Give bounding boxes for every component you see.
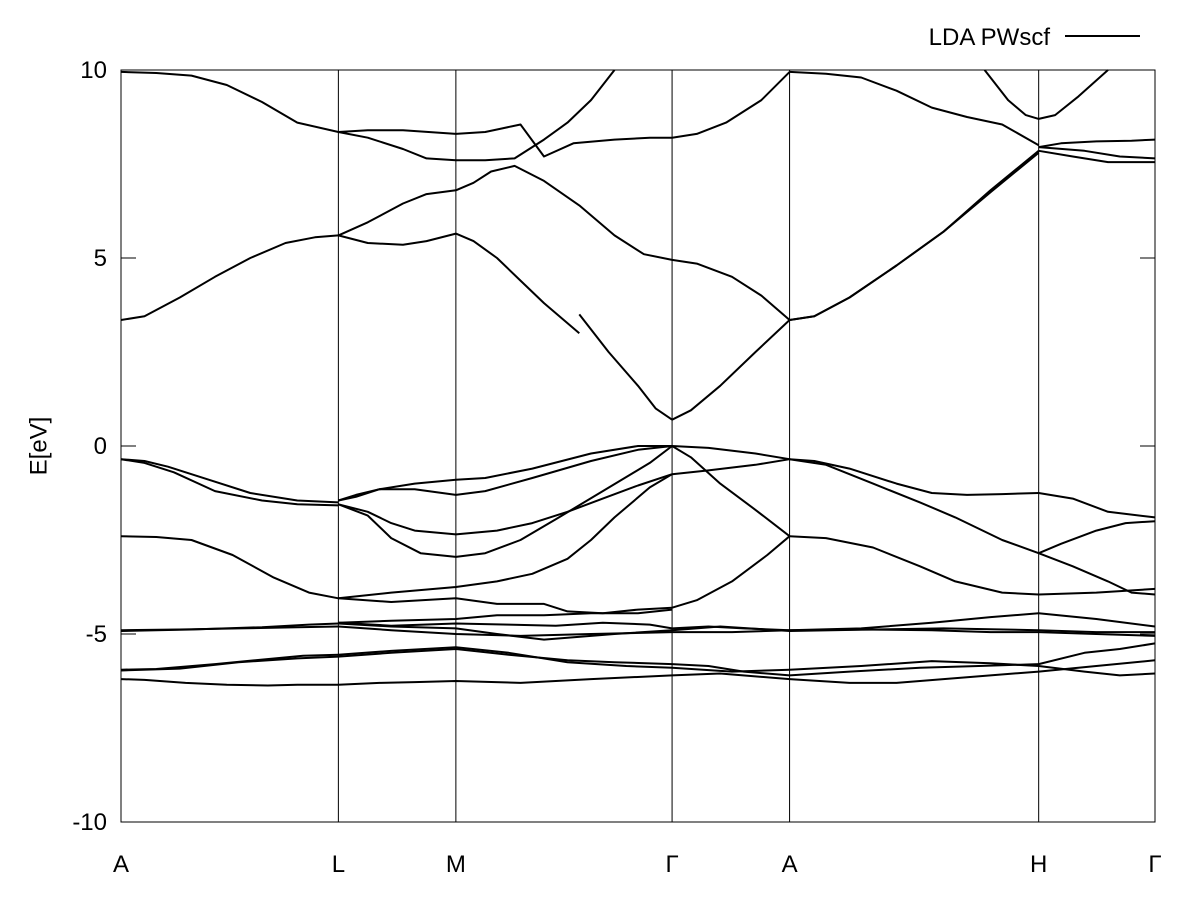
band-line: [672, 672, 790, 681]
band-line: [338, 646, 673, 669]
band-line: [1038, 612, 1156, 628]
x-tick-label: Γ: [665, 851, 678, 878]
x-tick-label: A: [113, 851, 129, 878]
band-line: [338, 621, 673, 630]
band-line: [789, 663, 1039, 677]
band-line: [338, 648, 673, 666]
band-line: [1038, 146, 1156, 160]
band-line: [1038, 492, 1156, 519]
x-tick-label: Γ: [1148, 851, 1161, 878]
band-line: [120, 458, 339, 504]
band-line: [1038, 665, 1156, 677]
band-line: [338, 123, 673, 158]
band-line: [455, 232, 580, 334]
y-axis-label: E[eV]: [25, 417, 52, 476]
band-line: [789, 151, 1040, 321]
band-line: [672, 629, 790, 634]
y-tick-label: 0: [94, 433, 107, 460]
legend-label: LDA PWscf: [929, 24, 1051, 51]
band-line: [578, 313, 673, 421]
band-line: [983, 69, 1109, 120]
axes-layer: [120, 69, 1156, 823]
band-line: [789, 150, 1040, 321]
band-line: [1038, 659, 1156, 673]
band-line: [338, 674, 673, 686]
band-line: [1038, 552, 1156, 596]
x-tick-label: M: [446, 851, 466, 878]
band-line: [120, 655, 339, 672]
band-line: [338, 473, 673, 536]
band-line: [120, 70, 339, 133]
y-tick-label: 10: [80, 57, 107, 84]
legend: LDA PWscf: [929, 24, 1140, 51]
band-line: [789, 458, 1040, 555]
band-line: [789, 612, 1039, 632]
band-line: [120, 535, 339, 600]
band-line: [671, 535, 791, 609]
band-line: [672, 666, 790, 673]
band-line: [338, 69, 616, 162]
band-line: [672, 663, 790, 677]
band-line: [671, 458, 790, 476]
band-line: [338, 473, 673, 600]
band-line: [789, 535, 1039, 596]
band-line: [338, 608, 673, 624]
band-line: [1038, 642, 1156, 666]
band-line: [1038, 587, 1156, 596]
y-tick-label: -10: [72, 809, 107, 836]
band-line: [1038, 149, 1155, 164]
band-line: [1038, 631, 1156, 637]
band-line: [789, 70, 1040, 147]
band-line: [789, 670, 1039, 684]
labels-layer: A L M Γ A H Γ -10 -5 0 5 10: [72, 57, 1161, 878]
band-line: [338, 445, 673, 502]
x-tick-label: H: [1030, 851, 1047, 878]
band-line: [671, 258, 791, 321]
x-tick-label: L: [332, 851, 345, 878]
band-line: [671, 319, 791, 421]
band-line: [1038, 629, 1155, 634]
band-line: [338, 232, 457, 246]
band-line: [1038, 520, 1156, 555]
band-line: [120, 234, 339, 321]
band-line: [337, 164, 673, 261]
band-line: [120, 622, 339, 632]
y-tick-label: -5: [86, 621, 107, 648]
y-tick-label: 5: [94, 245, 107, 272]
x-tick-label: A: [782, 851, 798, 878]
band-line: [338, 597, 673, 615]
band-line: [671, 71, 791, 139]
band-line: [1038, 138, 1156, 149]
band-line: [789, 627, 1039, 632]
band-line: [338, 445, 673, 558]
band-line: [338, 625, 673, 637]
band-line: [672, 445, 790, 461]
bands-layer: [120, 69, 1156, 687]
band-line: [789, 458, 1039, 496]
band-line: [120, 458, 339, 507]
band-line: [671, 445, 791, 537]
band-line: [120, 678, 339, 687]
band-line: [672, 625, 790, 632]
